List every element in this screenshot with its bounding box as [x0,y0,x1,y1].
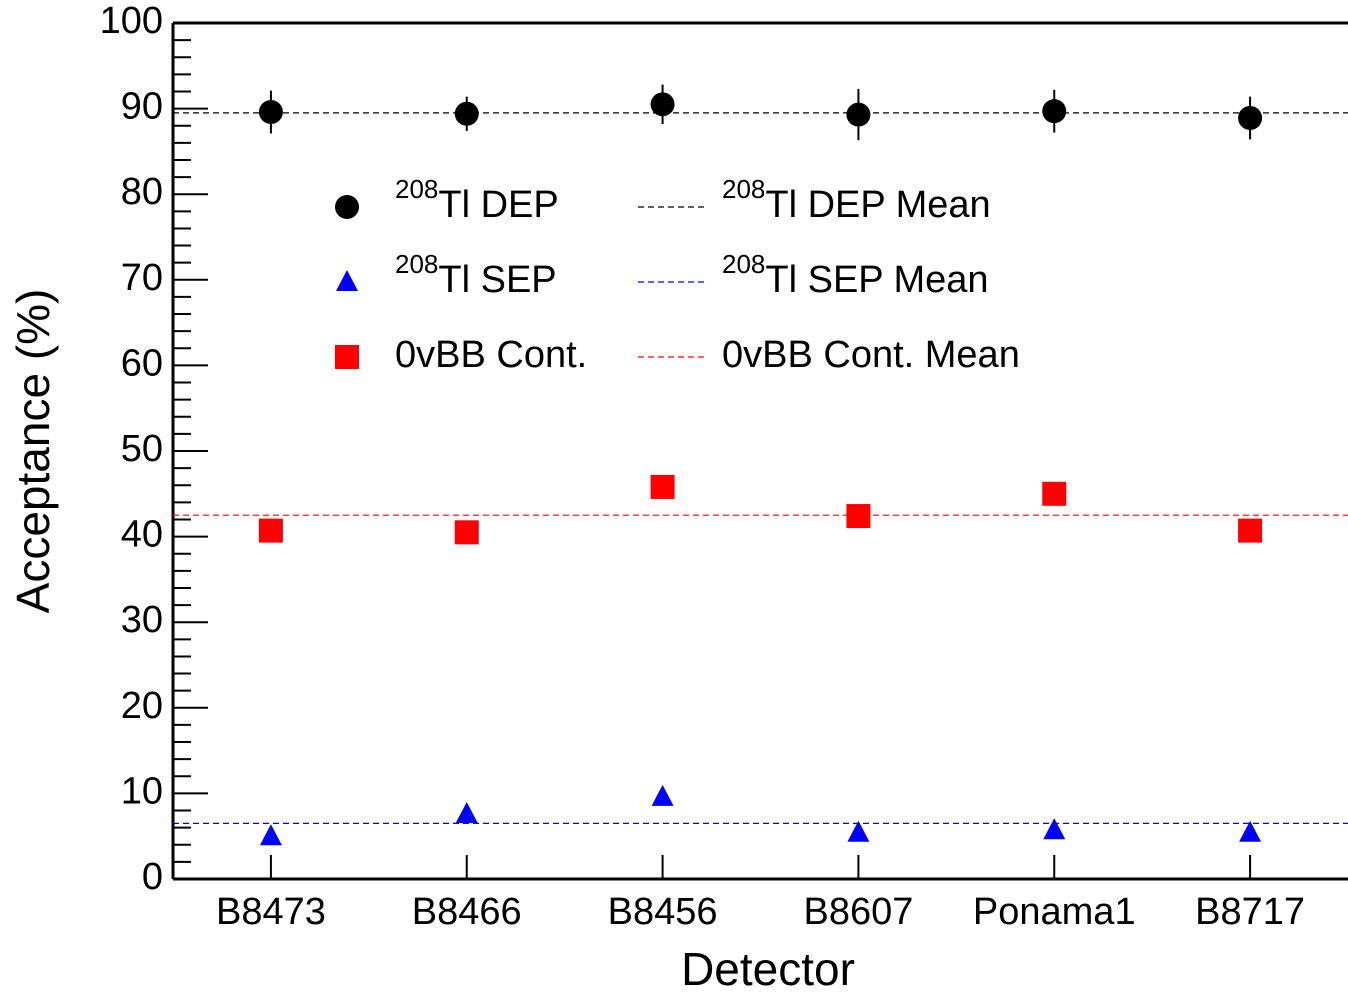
x-tick-label: Ponama1 [973,891,1136,933]
x-tick-label: B8717 [1195,891,1305,933]
x-tick-label: B8466 [412,891,522,933]
x-tick-label: B8473 [216,891,326,933]
legend-label: 208Tl SEP [395,249,557,301]
y-tick-label: 90 [121,86,163,128]
legend-label: 208Tl SEP Mean [722,249,989,301]
x-tick-label: B8607 [803,891,913,933]
y-tick-label: 100 [100,0,163,42]
legend-superscript: 208 [395,174,438,204]
legend-text: Tl DEP Mean [765,184,990,226]
x-axis-label: Detector [681,943,855,995]
legend-label: 0vBB Cont. [395,334,587,376]
y-tick-label: 80 [121,171,163,213]
legend-marker [335,345,359,369]
data-point [650,92,675,117]
legend-label: 208Tl DEP [395,174,559,226]
data-point [455,801,478,823]
data-point [454,101,479,126]
data-point [651,784,674,806]
data-point [454,520,479,545]
legend-marker [336,270,358,291]
data-point [1042,481,1067,506]
data-point [846,504,871,529]
data-point [258,518,283,543]
x-tick-label: B8456 [608,891,718,933]
data-point [846,102,871,127]
y-tick-label: 20 [121,685,163,727]
legend-text: Tl SEP Mean [765,259,988,301]
data-point [650,474,675,499]
legend-superscript: 208 [395,249,438,279]
legend-text: Tl SEP [438,259,556,301]
legend-superscript: 208 [722,249,765,279]
data-point [1043,818,1066,840]
y-tick-label: 70 [121,257,163,299]
data-point [847,820,870,842]
data-point [259,824,282,846]
y-tick-label: 30 [121,599,163,641]
y-tick-label: 0 [142,856,163,898]
data-point [1239,820,1262,842]
y-axis-label: Acceptance (%) [7,289,59,614]
y-tick-label: 50 [121,428,163,470]
legend-label: 208Tl DEP Mean [722,174,991,226]
legend-superscript: 208 [722,174,765,204]
y-tick-label: 60 [121,342,163,384]
legend-label: 0vBB Cont. Mean [722,334,1020,376]
data-point [258,100,283,125]
y-tick-label: 10 [121,770,163,812]
legend-text: 0vBB Cont. [395,334,587,376]
data-point [1238,106,1263,131]
legend-text: 0vBB Cont. Mean [722,334,1020,376]
legend-marker [335,195,359,219]
legend-text: Tl DEP [438,184,558,226]
data-point [1042,99,1067,124]
y-tick-label: 40 [121,514,163,556]
data-point [1238,518,1263,543]
